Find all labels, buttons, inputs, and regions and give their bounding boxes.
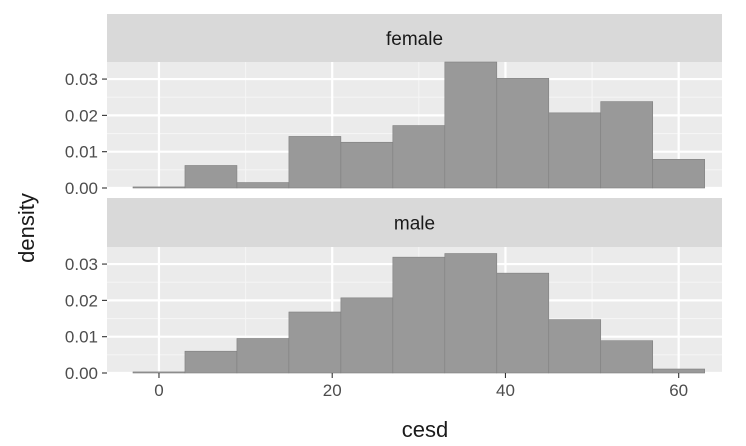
x-tick-label: 60 — [669, 381, 688, 400]
histogram-bar-female — [600, 101, 654, 189]
histogram-bar-female — [288, 136, 342, 189]
y-tick-label: 0.03 — [65, 70, 98, 89]
histogram-bar-female — [652, 159, 705, 189]
facet-strip-female — [107, 14, 722, 62]
histogram-bar-male — [288, 311, 342, 374]
histogram-bar-female — [444, 61, 498, 189]
histogram-bar-male — [548, 319, 602, 374]
x-tick-label: 20 — [323, 381, 342, 400]
y-tick-label: 0.01 — [65, 143, 98, 162]
facet-strip-male — [107, 198, 722, 247]
x-tick-label: 40 — [496, 381, 515, 400]
histogram-bar-female — [236, 182, 290, 189]
x-axis-label: cesd — [402, 417, 448, 441]
y-axis-label: density — [14, 193, 39, 263]
histogram-bar-female — [340, 141, 394, 189]
histogram-bar-female — [392, 125, 446, 189]
histogram-bar-male — [132, 371, 186, 374]
y-tick-label: 0.00 — [65, 179, 98, 198]
histogram-bar-female — [132, 186, 186, 189]
histogram-bar-male — [600, 340, 654, 374]
y-tick-label: 0.02 — [65, 106, 98, 125]
y-tick-label: 0.03 — [65, 255, 98, 274]
y-tick-label: 0.00 — [65, 364, 98, 383]
histogram-bar-female — [496, 78, 550, 189]
histogram-bar-female — [184, 165, 238, 189]
histogram-bar-male — [392, 256, 446, 374]
histogram-bar-male — [496, 272, 550, 374]
y-tick-label: 0.01 — [65, 328, 98, 347]
x-tick-label: 0 — [154, 381, 163, 400]
y-tick-label: 0.02 — [65, 291, 98, 310]
facet-label-male: male — [394, 214, 435, 235]
histogram-bar-male — [184, 350, 238, 374]
histogram-bar-male — [444, 253, 498, 374]
histogram-bar-male — [340, 297, 394, 374]
facet-label-female: female — [386, 29, 443, 50]
histogram-bar-male — [652, 368, 705, 374]
histogram-bar-female — [548, 112, 602, 189]
histogram-bar-male — [236, 338, 290, 374]
